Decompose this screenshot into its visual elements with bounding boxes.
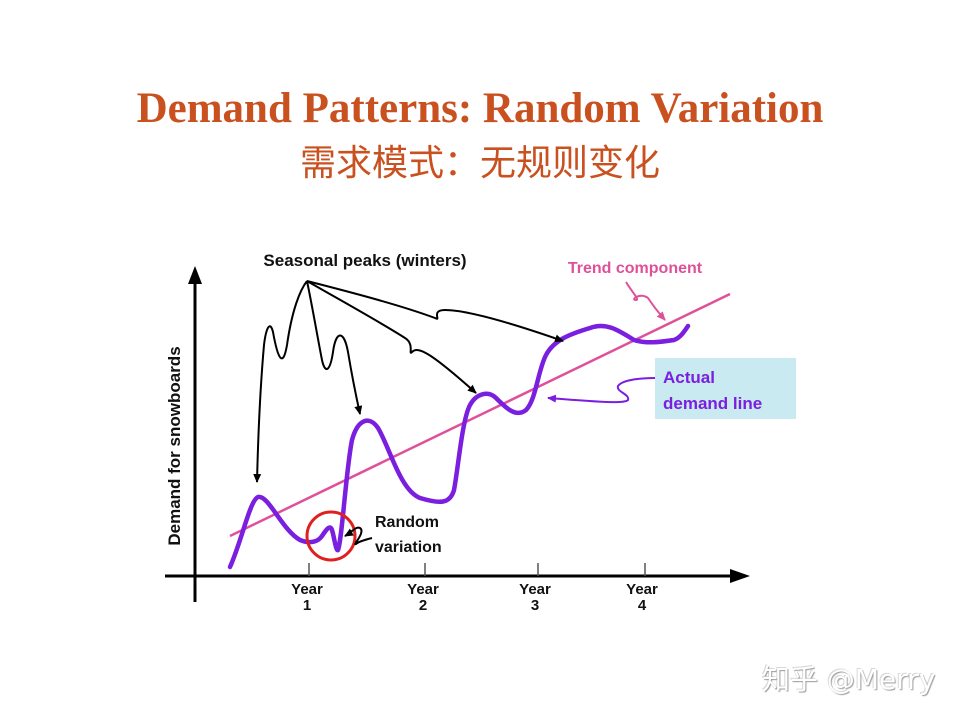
y-axis-label: Demand for snowboards	[165, 346, 184, 545]
actual-demand-label-line2: demand line	[663, 394, 762, 413]
tick-year-1-number: 1	[303, 597, 311, 614]
tick-year-2-label: Year	[407, 581, 439, 598]
axes	[165, 266, 750, 602]
actual-demand-arrow	[547, 377, 656, 404]
tick-year-1-label: Year	[291, 581, 323, 598]
seasonal-peaks-label: Seasonal peaks (winters)	[263, 251, 466, 270]
tick-year-3-label: Year	[519, 581, 551, 598]
actual-demand-label-box	[655, 358, 796, 419]
random-variation-label-line2: variation	[375, 539, 442, 556]
x-axis-arrow-icon	[730, 569, 750, 583]
tick-year-2-number: 2	[419, 597, 427, 614]
trend-line	[229, 292, 731, 538]
trend-component-label: Trend component	[568, 260, 703, 277]
watermark: 知乎 @Merry	[762, 663, 936, 696]
x-tick-labels: Year 1 Year 2 Year 3 Year 4	[291, 581, 658, 614]
slide-title: Demand Patterns: Random Variation	[136, 85, 824, 132]
actual-demand-curve	[227, 323, 691, 570]
tick-year-3-number: 3	[531, 597, 539, 614]
y-axis-arrow-icon	[188, 266, 202, 284]
random-variation-label-line1: Random	[375, 514, 439, 531]
slide-subtitle: 需求模式：无规则变化	[299, 143, 660, 184]
actual-demand-label-line1: Actual	[663, 368, 715, 387]
tick-year-4-number: 4	[638, 597, 647, 614]
trend-component-arrow	[625, 281, 666, 321]
random-variation-highlight	[305, 510, 357, 562]
random-variation-arrow	[344, 526, 373, 546]
tick-year-4-label: Year	[626, 581, 658, 598]
seasonal-peak-arrows	[253, 280, 564, 483]
